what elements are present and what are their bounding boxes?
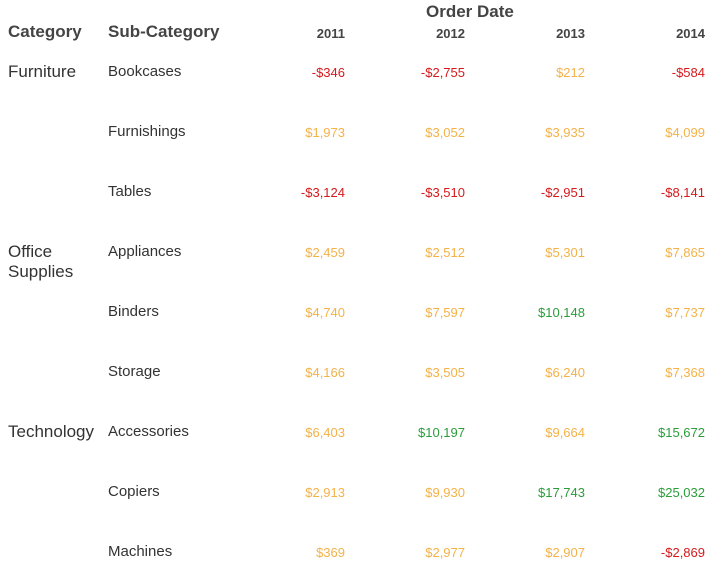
value-cell: $369 (316, 545, 345, 560)
value-cell: $4,740 (305, 305, 345, 320)
value-cell: -$3,510 (420, 185, 465, 200)
subcategory-label: Bookcases (108, 63, 182, 80)
value-cell: -$584 (671, 65, 705, 80)
value-cell: $2,459 (305, 245, 345, 260)
value-cell: $3,935 (545, 125, 585, 140)
value-cell: $6,240 (545, 365, 585, 380)
subcategory-label: Copiers (108, 483, 160, 500)
value-cell: $6,403 (305, 425, 345, 440)
subcategory-label: Storage (108, 363, 161, 380)
value-cell: $2,913 (305, 485, 345, 500)
subcategory-label: Machines (108, 543, 173, 560)
value-cell: $7,737 (665, 305, 705, 320)
category-label: Office Supplies (8, 242, 74, 281)
year-header-2011: 2011 (316, 26, 345, 41)
value-cell: $9,664 (545, 425, 585, 440)
order-date-header: Order Date (426, 2, 514, 21)
value-cell: $17,743 (538, 485, 585, 500)
category-label: Furniture (8, 62, 77, 81)
value-cell: $1,973 (305, 125, 345, 140)
year-header-2012: 2012 (436, 26, 465, 41)
value-cell: -$8,141 (660, 185, 705, 200)
subcategory-label: Appliances (108, 243, 182, 260)
value-cell: -$2,951 (540, 185, 585, 200)
value-cell: -$3,124 (300, 185, 345, 200)
category-label: Technology (8, 422, 95, 441)
value-cell: $10,148 (538, 305, 585, 320)
value-cell: $25,032 (658, 485, 705, 500)
value-cell: -$2,755 (420, 65, 465, 80)
value-cell: -$2,869 (660, 545, 705, 560)
value-cell: $7,865 (665, 245, 705, 260)
value-cell: $15,672 (658, 425, 705, 440)
value-cell: $3,505 (425, 365, 465, 380)
value-cell: $2,512 (425, 245, 465, 260)
subcategory-label: Tables (108, 183, 152, 200)
column-header-subcategory: Sub-Category (108, 22, 220, 41)
value-cell: $7,368 (665, 365, 705, 380)
value-cell: $212 (556, 65, 585, 80)
value-cell: $4,099 (665, 125, 705, 140)
value-cell: -$346 (311, 65, 345, 80)
column-header-category: Category (8, 22, 82, 41)
year-header-2013: 2013 (556, 26, 585, 41)
subcategory-label: Accessories (108, 423, 189, 440)
value-cell: $4,166 (305, 365, 345, 380)
subcategory-label: Furnishings (108, 123, 186, 140)
value-cell: $2,977 (425, 545, 465, 560)
value-cell: $7,597 (425, 305, 465, 320)
value-cell: $10,197 (418, 425, 465, 440)
value-cell: $2,907 (545, 545, 585, 560)
value-cell: $5,301 (545, 245, 585, 260)
year-header-2014: 2014 (676, 26, 705, 41)
value-cell: $9,930 (425, 485, 465, 500)
value-cell: $3,052 (425, 125, 465, 140)
subcategory-label: Binders (108, 303, 159, 320)
